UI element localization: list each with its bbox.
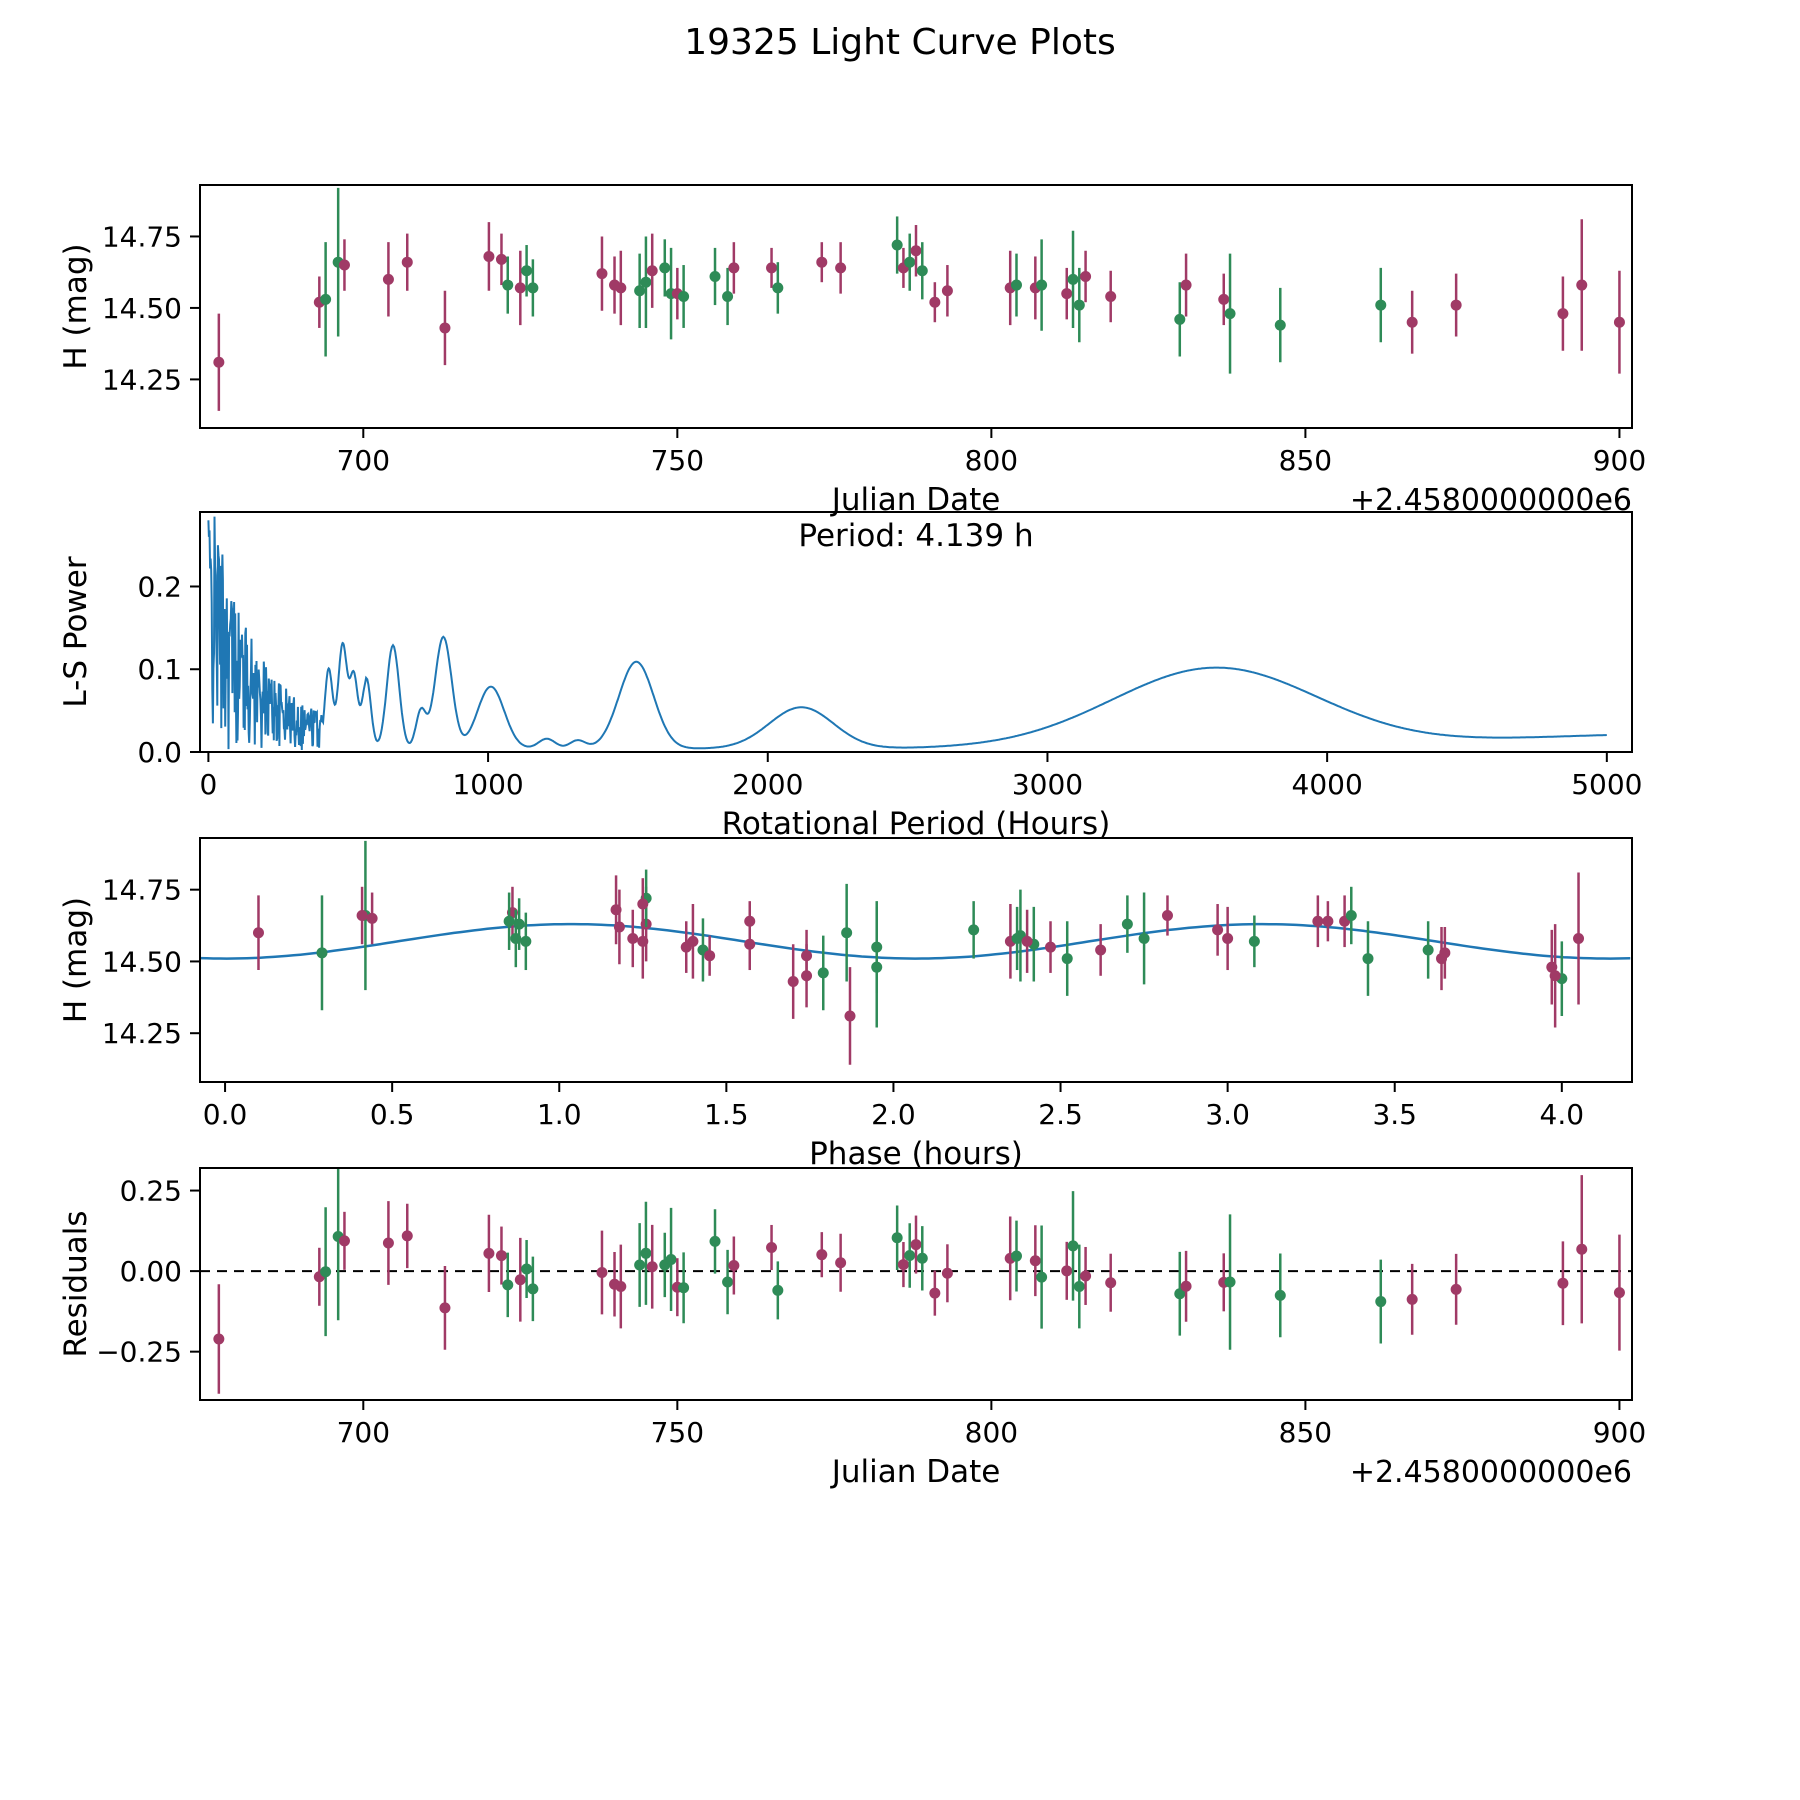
svg-text:0.2: 0.2 [137, 570, 182, 603]
phase_folded-ylabel: H (mag) [58, 897, 94, 1023]
svg-text:850: 850 [1279, 1416, 1332, 1449]
svg-text:0.0: 0.0 [203, 1098, 248, 1131]
svg-text:14.50: 14.50 [102, 945, 182, 978]
svg-text:0.1: 0.1 [137, 653, 182, 686]
periodogram-xlabel: Rotational Period (Hours) [722, 806, 1111, 842]
residuals-data-layer [200, 1168, 1632, 1394]
svg-text:3000: 3000 [1012, 768, 1083, 801]
svg-text:800: 800 [965, 1416, 1018, 1449]
svg-text:2.0: 2.0 [871, 1098, 916, 1131]
svg-text:0.25: 0.25 [120, 1175, 182, 1208]
svg-text:900: 900 [1593, 444, 1646, 477]
svg-text:1000: 1000 [452, 768, 523, 801]
svg-text:850: 850 [1279, 444, 1332, 477]
residuals-x-offset: +2.4580000000e6 [1350, 1455, 1632, 1490]
phase_folded-axes: 0.0 0.5 1.0 1.5 2.0 2.5 3.0 3.5 4.0 14.25 14.50 14.… [58, 837, 1633, 1172]
periodogram-axes: 0 1000 2000 3000 4000 5000 0.0 0.1 0.2 Rotational… [58, 511, 1642, 842]
periodogram-title: Period: 4.139 h [798, 518, 1033, 554]
svg-text:2.5: 2.5 [1038, 1098, 1083, 1131]
svg-text:2000: 2000 [732, 768, 803, 801]
svg-text:0.00: 0.00 [120, 1255, 182, 1288]
svg-text:700: 700 [337, 444, 390, 477]
svg-text:4000: 4000 [1292, 768, 1363, 801]
residuals-xlabel: Julian Date [830, 1454, 1001, 1490]
figure-title: 19325 Light Curve Plots [684, 22, 1116, 63]
svg-text:5000: 5000 [1571, 768, 1642, 801]
periodogram-line [207, 516, 1607, 751]
svg-text:900: 900 [1593, 1416, 1646, 1449]
svg-text:1.0: 1.0 [537, 1098, 582, 1131]
light_curve-ylabel: H (mag) [58, 243, 94, 369]
residuals-axes: 700 750 800 850 900 −0.25 0.00 0.25 Julian Date +… [58, 1167, 1646, 1490]
svg-text:14.75: 14.75 [102, 220, 182, 253]
periodogram-ylabel: L-S Power [58, 556, 94, 707]
light_curve-data-layer [213, 187, 1625, 411]
svg-text:750: 750 [651, 444, 704, 477]
svg-text:0: 0 [199, 768, 217, 801]
phase_folded-xlabel: Phase (hours) [809, 1136, 1023, 1172]
svg-text:0.0: 0.0 [137, 736, 182, 769]
phase_folded-data-layer [200, 840, 1631, 1065]
residuals-ylabel: Residuals [58, 1210, 94, 1357]
svg-text:4.0: 4.0 [1540, 1098, 1585, 1131]
svg-text:3.0: 3.0 [1205, 1098, 1250, 1131]
svg-text:−0.25: −0.25 [96, 1336, 182, 1369]
periodogram-data-layer [207, 516, 1607, 751]
svg-text:700: 700 [337, 1416, 390, 1449]
svg-text:0.5: 0.5 [370, 1098, 415, 1131]
svg-text:3.5: 3.5 [1372, 1098, 1417, 1131]
svg-text:14.25: 14.25 [102, 363, 182, 396]
svg-text:14.75: 14.75 [102, 874, 182, 907]
svg-text:14.50: 14.50 [102, 292, 182, 325]
phase-fit-curve [200, 922, 1631, 960]
svg-text:1.5: 1.5 [704, 1098, 749, 1131]
svg-text:14.25: 14.25 [102, 1017, 182, 1050]
svg-text:800: 800 [965, 444, 1018, 477]
svg-text:750: 750 [651, 1416, 704, 1449]
